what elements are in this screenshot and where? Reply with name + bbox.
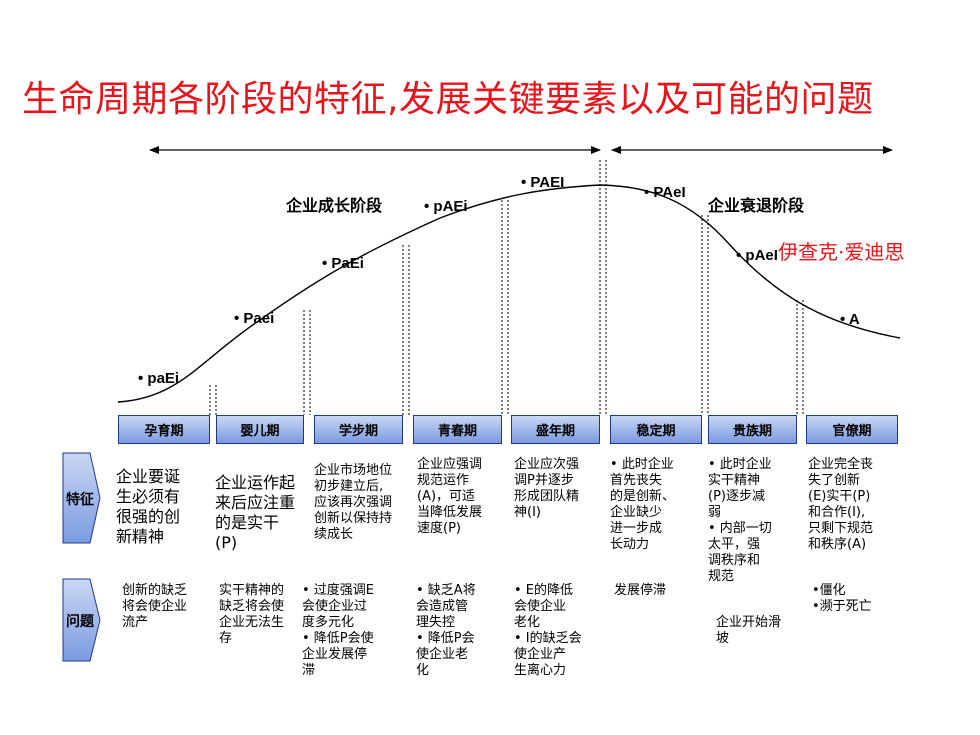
feature-bureaucracy: 企业完全丧 失了创新 (E)实干(P) 和合作(I), 只剩下规范 和秩序(A) [808, 457, 874, 552]
feature-go-go: 企业市场地位 初步建立后, 应该再次强调 创新以保持持 续成长 [314, 463, 393, 542]
growth-stage-label: 企业成长阶段 [286, 196, 383, 215]
code-Paei: • Paei [234, 310, 275, 327]
phase-prime: 盛年期 [511, 415, 600, 444]
page-title: 生命周期各阶段的特征,发展关键要素以及可能的问题 [22, 79, 874, 120]
code-pAeI: • pAeI [736, 247, 778, 264]
phase-infancy: 婴儿期 [216, 415, 304, 444]
code-pAEi: • pAEi [424, 198, 468, 215]
phase-go-go: 学步期 [314, 415, 403, 444]
problems-label-text: 问题 [66, 614, 94, 630]
features-row-label: 特征 [62, 452, 101, 544]
phase-adolescence: 青春期 [413, 415, 502, 444]
problem-adolescence: • 缺乏A将 会造成管 理失控 • 降低P会 使企业老 化 [416, 583, 476, 678]
code-PAEI: • PAEI [521, 174, 565, 191]
problem-prime: • E的降低 会使企业 老化 • I的缺乏会 使企业产 生离心力 [514, 583, 582, 678]
problem-aristocracy: 企业开始滑 坡 [716, 615, 782, 646]
author-annotation: 伊查克·爱迪思 [778, 240, 905, 264]
problem-stable: 发展停滞 [614, 583, 667, 598]
code-PaEi: • PaEi [322, 255, 364, 272]
lifecycle-curve [117, 184, 901, 403]
code-PAeI: • PAeI [644, 184, 686, 201]
feature-aristocracy: • 此时企业 实干精神 (P)逐步减 弱 • 内部一切 太平，强 调秩序和 规范 [708, 457, 772, 584]
phase-dividers [209, 160, 804, 415]
problem-go-go: • 过度强调E 会使企业过 度多元化 • 降低P会使 企业发展停 滞 [302, 583, 375, 678]
feature-prime: 企业应次强 调P并逐步 形成团队精 神(I) [514, 457, 580, 520]
problem-gestation: 创新的缺乏 将会使企业 流产 [122, 583, 188, 630]
phase-gestation: 孕育期 [118, 415, 210, 444]
phase-stable: 稳定期 [610, 415, 702, 444]
decline-stage-label: 企业衰退阶段 [708, 196, 805, 215]
feature-stable: • 此时企业 首先丧失 的是创新、 企业缺少 进一步成 长动力 [610, 457, 676, 552]
phase-bureaucracy: 官僚期 [806, 415, 898, 444]
features-label-text: 特征 [66, 492, 94, 508]
problem-bureaucracy: •僵化 •濒于死亡 [812, 583, 872, 614]
code-A: • A [840, 311, 860, 328]
problem-infancy: 实干精神的 缺乏将会使 企业无法生 存 [219, 583, 285, 646]
feature-infancy: 企业运作起 来后应注重 的是实干 (P) [215, 473, 296, 552]
code-paEi: • paEi [138, 370, 180, 387]
feature-adolescence: 企业应强调 规范运作 (A)，可适 当降低发展 速度(P) [417, 457, 483, 536]
feature-gestation: 企业要诞 生必须有 很强的创 新精神 [116, 467, 181, 546]
problems-row-label: 问题 [62, 578, 101, 662]
phase-aristocracy: 贵族期 [708, 415, 797, 444]
